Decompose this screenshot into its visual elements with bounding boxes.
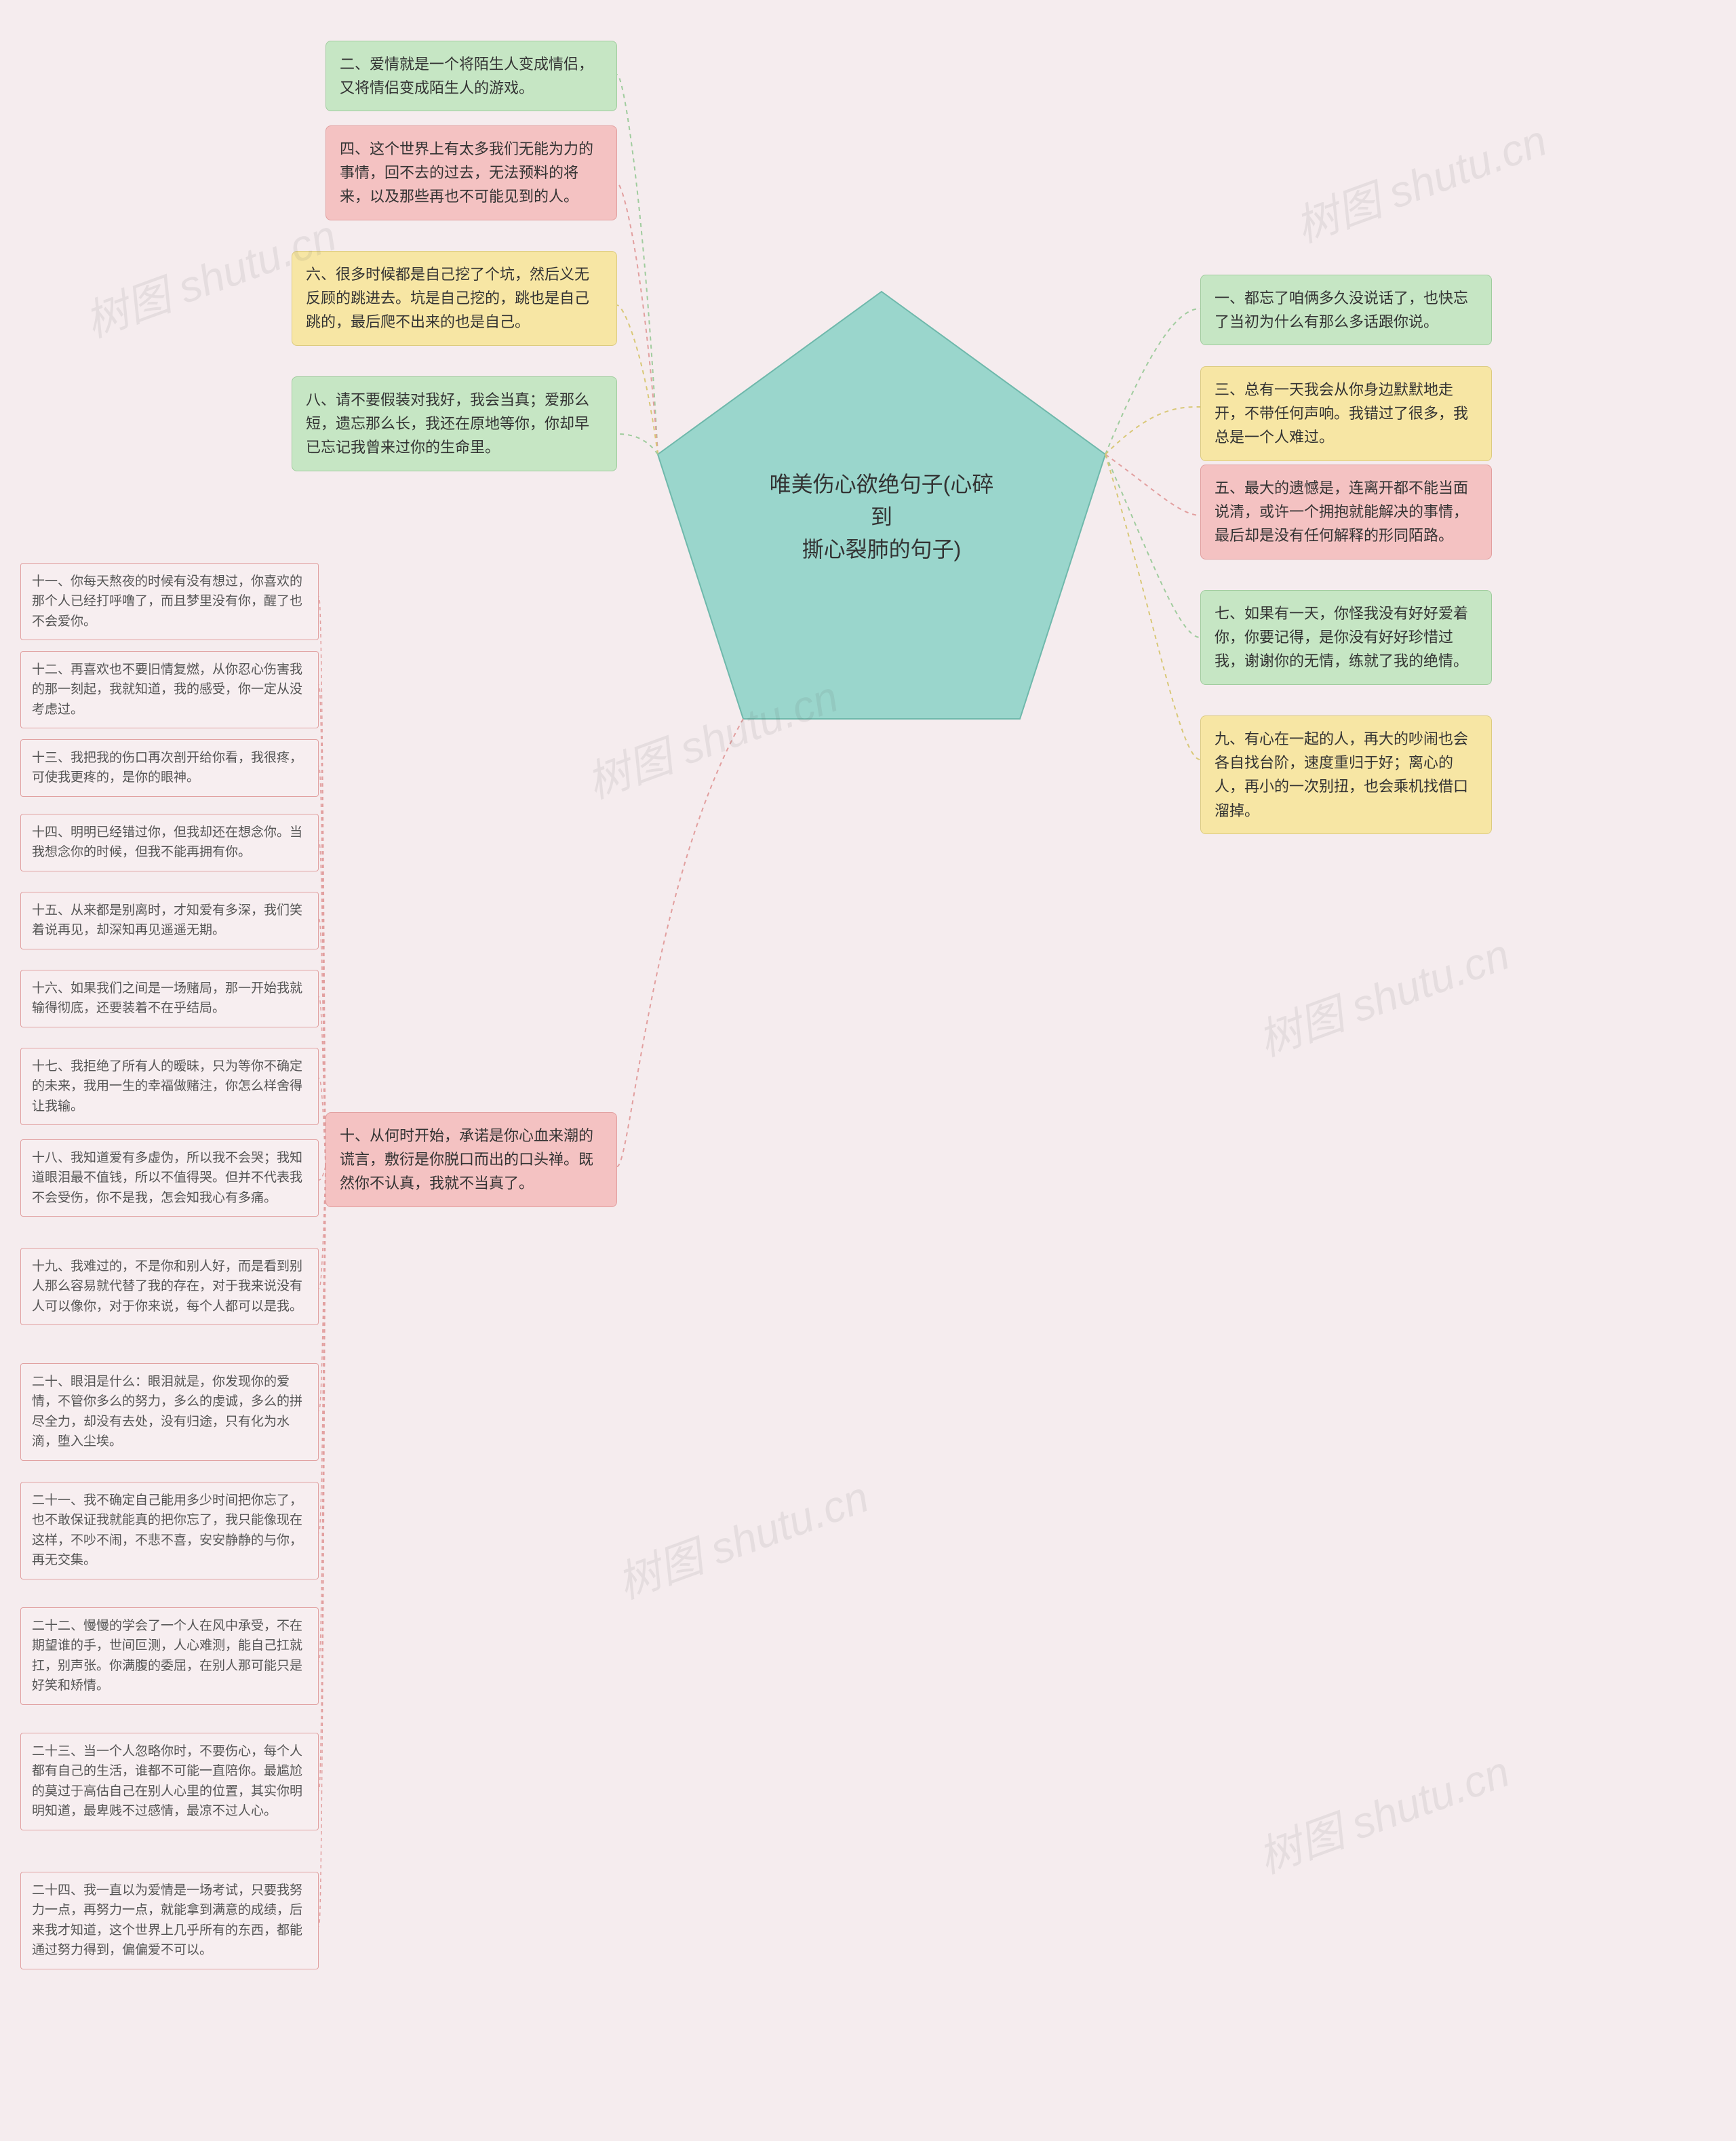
sub-node-21: 二十一、我不确定自己能用多少时间把你忘了，也不敢保证我就能真的把你忘了，我只能像… [20, 1482, 319, 1579]
watermark: 树图 shutu.cn [1286, 106, 1554, 254]
sub-node-23: 二十三、当一个人忽略你时，不要伤心，每个人都有自己的生活，谁都不可能一直陪你。最… [20, 1733, 319, 1830]
branch-node-6: 六、很多时候都是自己挖了个坑，然后义无反顾的跳进去。坑是自己挖的，跳也是自己跳的… [292, 251, 617, 346]
branch-node-10: 十、从何时开始，承诺是你心血来潮的谎言，敷衍是你脱口而出的口头禅。既然你不认真，… [326, 1112, 617, 1207]
center-title-line1: 唯美伤心欲绝句子(心碎到 [770, 472, 994, 529]
branch-node-7: 七、如果有一天，你怪我没有好好爱着你，你要记得，是你没有好好珍惜过我，谢谢你的无… [1200, 590, 1492, 685]
sub-node-22: 二十二、慢慢的学会了一个人在风中承受，不在期望谁的手，世间叵测，人心难测，能自己… [20, 1607, 319, 1705]
center-node-title: 唯美伤心欲绝句子(心碎到 撕心裂肺的句子) [760, 468, 1004, 566]
sub-node-15: 十五、从来都是别离时，才知爱有多深，我们笑着说再见，却深知再见遥遥无期。 [20, 892, 319, 949]
sub-node-12: 十二、再喜欢也不要旧情复燃，从你忍心伤害我的那一刻起，我就知道，我的感受，你一定… [20, 651, 319, 728]
sub-node-24: 二十四、我一直以为爱情是一场考试，只要我努力一点，再努力一点，就能拿到满意的成绩… [20, 1872, 319, 1969]
watermark: 树图 shutu.cn [1248, 920, 1517, 1068]
branch-node-4: 四、这个世界上有太多我们无能为力的事情，回不去的过去，无法预料的将来，以及那些再… [326, 125, 617, 220]
watermark: 树图 shutu.cn [1248, 1737, 1517, 1885]
sub-node-16: 十六、如果我们之间是一场赌局，那一开始我就输得彻底，还要装着不在乎结局。 [20, 970, 319, 1027]
center-title-line2: 撕心裂肺的句子) [802, 537, 962, 562]
sub-node-14: 十四、明明已经错过你，但我却还在想念你。当我想念你的时候，但我不能再拥有你。 [20, 814, 319, 871]
branch-node-1: 一、都忘了咱俩多久没说话了，也快忘了当初为什么有那么多话跟你说。 [1200, 275, 1492, 345]
sub-node-20: 二十、眼泪是什么：眼泪就是，你发现你的爱情，不管你多么的努力，多么的虔诚，多么的… [20, 1363, 319, 1461]
branch-node-9: 九、有心在一起的人，再大的吵闹也会各自找台阶，速度重归于好；离心的人，再小的一次… [1200, 715, 1492, 834]
sub-node-18: 十八、我知道爱有多虚伪，所以我不会哭；我知道眼泪最不值钱，所以不值得哭。但并不代… [20, 1139, 319, 1217]
branch-node-2: 二、爱情就是一个将陌生人变成情侣，又将情侣变成陌生人的游戏。 [326, 41, 617, 111]
sub-node-19: 十九、我难过的，不是你和别人好，而是看到别人那么容易就代替了我的存在，对于我来说… [20, 1248, 319, 1325]
sub-node-17: 十七、我拒绝了所有人的暧昧，只为等你不确定的未来，我用一生的幸福做赌注，你怎么样… [20, 1048, 319, 1125]
branch-node-8: 八、请不要假装对我好，我会当真；爱那么短，遗忘那么长，我还在原地等你，你却早已忘… [292, 376, 617, 471]
watermark: 树图 shutu.cn [608, 1462, 876, 1611]
branch-node-3: 三、总有一天我会从你身边默默地走开，不带任何声响。我错过了很多，我总是一个人难过… [1200, 366, 1492, 461]
sub-node-13: 十三、我把我的伤口再次剖开给你看，我很疼，可使我更疼的，是你的眼神。 [20, 739, 319, 797]
sub-node-11: 十一、你每天熬夜的时候有没有想过，你喜欢的那个人已经打呼噜了，而且梦里没有你，醒… [20, 563, 319, 640]
watermark: 树图 shutu.cn [577, 662, 846, 810]
branch-node-5: 五、最大的遗憾是，连离开都不能当面说清，或许一个拥抱就能解决的事情，最后却是没有… [1200, 465, 1492, 559]
